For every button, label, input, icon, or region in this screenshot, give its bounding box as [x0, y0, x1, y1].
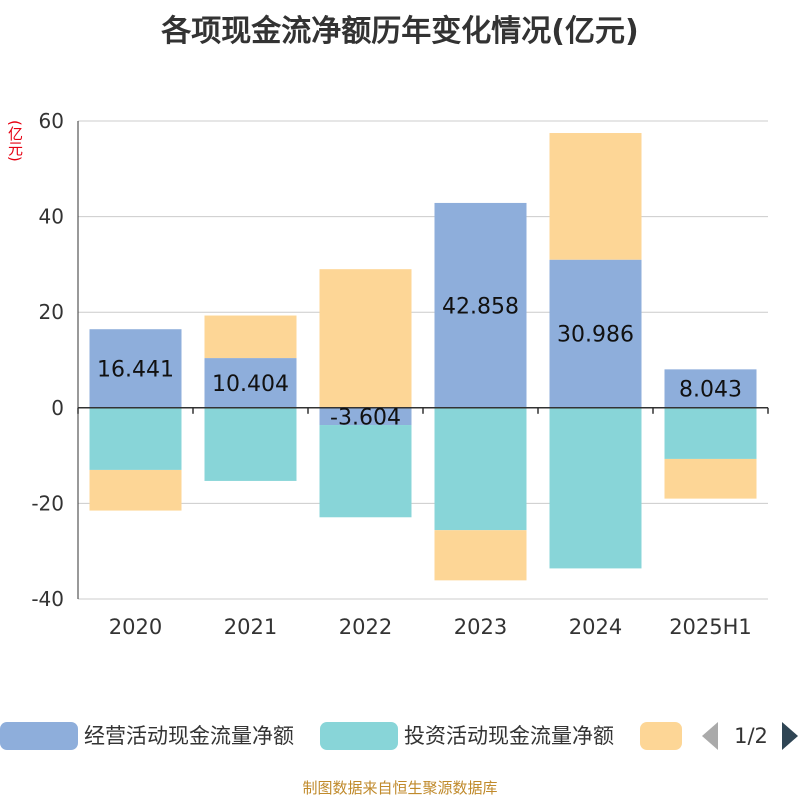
legend-swatch-series1[interactable] — [0, 722, 78, 750]
legend-page-indicator: 1/2 — [734, 724, 768, 748]
y-tick-label: 60 — [39, 109, 64, 133]
y-tick-label: 0 — [51, 396, 64, 420]
legend-label[interactable]: 经营活动现金流量净额 — [84, 724, 294, 748]
bar-series2-2021[interactable] — [204, 407, 297, 481]
y-axis-unit: (亿元) — [6, 120, 24, 162]
bar-series3-2024[interactable] — [549, 133, 642, 260]
bar-series3-2021[interactable] — [204, 315, 297, 359]
chart-title: 各项现金流净额历年变化情况(亿元) — [161, 14, 639, 49]
data-label: 42.858 — [442, 294, 519, 319]
x-tick-label: 2024 — [569, 615, 622, 639]
bar-series1-2024[interactable] — [549, 259, 642, 408]
data-label: 30.986 — [557, 323, 634, 348]
bar-series2-2023[interactable] — [434, 407, 527, 531]
bar-series2-2020[interactable] — [89, 407, 182, 470]
bar-series3-2023[interactable] — [434, 530, 527, 581]
x-tick-label: 2021 — [224, 615, 277, 639]
bar-series1-2020[interactable] — [89, 329, 182, 408]
data-label: 16.441 — [97, 358, 174, 383]
legend-swatch-series2[interactable] — [320, 722, 398, 750]
x-tick-label: 2025H1 — [669, 615, 752, 639]
bar-series2-2022[interactable] — [319, 425, 412, 518]
y-tick-label: -40 — [31, 587, 64, 611]
legend-prev-page-icon[interactable] — [702, 722, 718, 750]
y-tick-label: -20 — [31, 491, 64, 515]
y-tick-label: 40 — [39, 205, 64, 229]
x-tick-label: 2022 — [339, 615, 392, 639]
bar-series1-2023[interactable] — [434, 202, 527, 408]
bar-series2-2025H1[interactable] — [664, 407, 757, 459]
data-label: -3.604 — [330, 405, 401, 430]
legend-next-page-icon[interactable] — [782, 722, 798, 750]
data-source-note: 制图数据来自恒生聚源数据库 — [302, 779, 498, 797]
bar-series3-2020[interactable] — [89, 469, 182, 511]
legend-label[interactable]: 投资活动现金流量净额 — [404, 724, 614, 748]
y-tick-label: 20 — [39, 300, 64, 324]
bar-series2-2024[interactable] — [549, 407, 642, 569]
x-tick-label: 2020 — [109, 615, 162, 639]
bar-series1-2022[interactable] — [319, 407, 412, 426]
data-label: 8.043 — [679, 378, 742, 403]
x-tick-label: 2023 — [454, 615, 507, 639]
bar-series3-2025H1[interactable] — [664, 458, 757, 499]
bar-series1-2021[interactable] — [204, 358, 297, 408]
data-label: 10.404 — [212, 372, 289, 397]
bar-series3-2022[interactable] — [319, 269, 412, 408]
legend-swatch-series3[interactable] — [640, 722, 682, 750]
bar-series1-2025H1[interactable] — [664, 369, 757, 408]
